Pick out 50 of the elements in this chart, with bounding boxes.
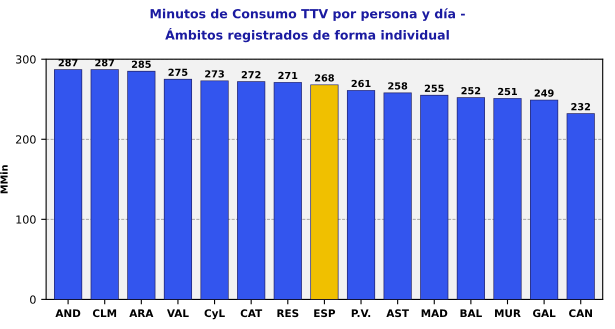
y-tick-label: 100 bbox=[16, 215, 36, 224]
bar bbox=[127, 70, 156, 300]
data-label: 258 bbox=[388, 82, 408, 90]
data-label: 272 bbox=[242, 71, 260, 78]
chart-subtitle: Ámbitos registrados de forma individual bbox=[165, 28, 449, 42]
bar bbox=[310, 84, 338, 300]
x-tick-label: P.V. bbox=[352, 309, 370, 318]
data-label: 249 bbox=[534, 89, 554, 97]
bar bbox=[456, 97, 485, 300]
y-axis-title: MMin bbox=[0, 165, 8, 194]
x-tick-label: RES bbox=[277, 309, 298, 318]
y-tick-label: 300 bbox=[16, 55, 36, 64]
x-tick-label: CyL bbox=[204, 309, 225, 320]
x-tick-label: AND bbox=[55, 309, 80, 318]
data-label: 271 bbox=[278, 72, 298, 80]
data-label: 268 bbox=[315, 74, 334, 82]
data-label: 275 bbox=[168, 68, 188, 76]
bar bbox=[237, 81, 266, 300]
x-tick-label: VAL bbox=[166, 309, 189, 318]
x-tick-label: CAT bbox=[240, 309, 262, 318]
x-tick-label: ESP bbox=[314, 309, 336, 318]
bar bbox=[384, 92, 412, 300]
data-label: 252 bbox=[462, 87, 480, 94]
chart-title: Minutos de Consumo TTV por persona y día - bbox=[150, 8, 465, 21]
bar bbox=[566, 113, 595, 300]
data-label: 255 bbox=[424, 84, 444, 92]
data-label: 285 bbox=[132, 60, 151, 68]
y-tick-label: 200 bbox=[16, 135, 36, 144]
x-tick-label: ARA bbox=[129, 309, 154, 318]
data-label: 232 bbox=[571, 103, 590, 110]
x-tick-label: CAN bbox=[569, 309, 592, 318]
data-label: 251 bbox=[498, 88, 517, 96]
x-tick-label: GAL bbox=[533, 309, 556, 318]
bar bbox=[200, 80, 229, 300]
data-label: 273 bbox=[205, 70, 224, 78]
x-tick-label: MAD bbox=[422, 309, 448, 318]
x-tick-label: MUR bbox=[495, 309, 521, 318]
data-label: 261 bbox=[352, 80, 371, 88]
bar bbox=[54, 69, 82, 300]
bar bbox=[164, 78, 192, 300]
x-tick-label: CLM bbox=[92, 309, 116, 318]
bar bbox=[346, 90, 376, 300]
bar bbox=[530, 100, 558, 300]
x-tick-label: AST bbox=[386, 309, 409, 318]
bar bbox=[274, 82, 302, 300]
y-tick-label: 0 bbox=[30, 295, 36, 304]
bar bbox=[493, 98, 522, 300]
x-tick-label: BAL bbox=[460, 309, 482, 318]
bar bbox=[90, 69, 119, 300]
bar bbox=[420, 94, 448, 300]
